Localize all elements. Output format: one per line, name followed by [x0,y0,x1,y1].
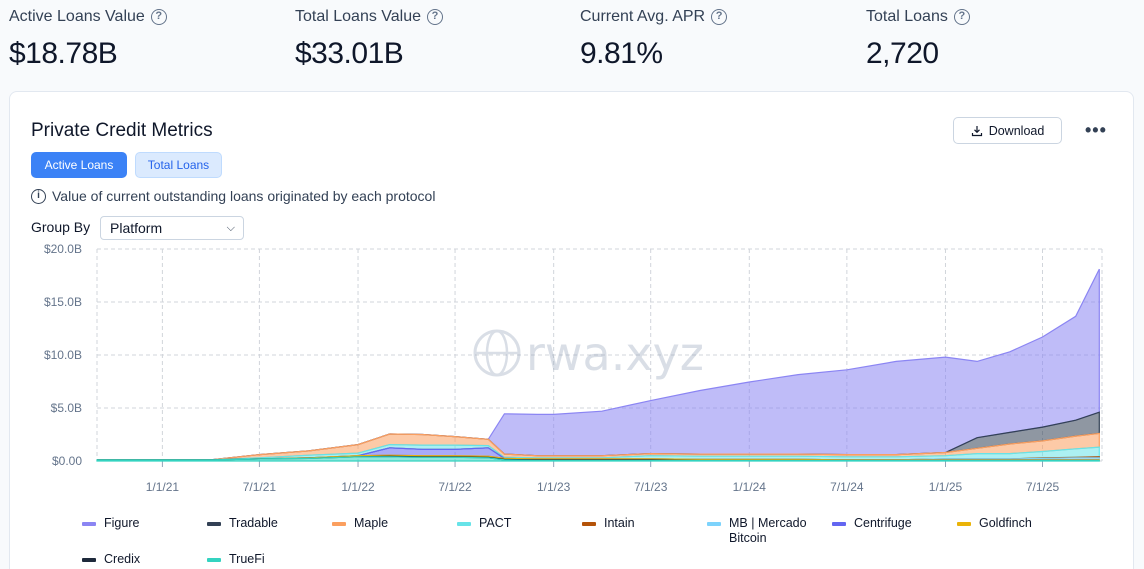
stats-bar: Active Loans Value? $18.78B Total Loans … [0,0,1144,90]
y-tick-label: $5.0B [51,401,82,415]
info-circle-icon: i [31,188,46,204]
x-tick-label: 7/1/21 [243,480,277,494]
x-tick-label: 1/1/22 [341,480,375,494]
x-tick-label: 7/1/23 [634,480,668,494]
chevron-down-icon: ⌵ [226,222,235,234]
watermark-text: rwa.xyz [526,327,704,381]
x-tick-label: 1/1/25 [929,480,963,494]
stat-label: Total Loans Value [295,8,422,25]
x-tick-label: 7/1/24 [830,480,864,494]
group-by-select[interactable]: Platform ⌵ [100,216,244,240]
x-tick-label: 1/1/24 [733,480,767,494]
download-button[interactable]: Download [953,117,1062,144]
y-tick-label: $0.00 [52,454,82,468]
stat-total-loans: Total Loans? 2,720 [866,8,970,71]
help-circle-icon[interactable]: ? [953,9,970,25]
y-tick-label: $15.0B [44,295,82,309]
globe-meridian [485,329,509,377]
more-options-button[interactable]: ••• [1085,120,1107,140]
tab-active-loans[interactable]: Active Loans [31,152,127,178]
group-by-value: Platform [110,220,163,236]
download-icon [971,125,982,136]
x-tick-label: 7/1/22 [438,480,472,494]
globe-icon [473,329,521,377]
y-tick-label: $10.0B [44,348,82,362]
download-label: Download [988,123,1045,138]
chart-description: i Value of current outstanding loans ori… [31,188,435,204]
help-circle-icon[interactable]: ? [711,9,728,25]
group-by-label: Group By [31,219,91,235]
stat-active-loans-value: Active Loans Value? $18.78B [9,8,167,71]
private-credit-card: Private Credit Metrics Download ••• Acti… [9,91,1134,569]
x-tick-label: 1/1/23 [537,480,571,494]
help-circle-icon[interactable]: ? [150,9,167,25]
info-text: Value of current outstanding loans origi… [52,188,436,204]
y-tick-label: $20.0B [44,242,82,256]
stat-current-avg-apr: Current Avg. APR? 9.81% [580,8,728,71]
stat-total-loans-value: Total Loans Value? $33.01B [295,8,444,71]
stat-value: 9.81% [580,37,663,70]
watermark-logo: rwa.xyz [473,327,704,381]
help-circle-icon[interactable]: ? [427,9,444,25]
tab-total-loans[interactable]: Total Loans [135,152,222,178]
stat-label: Active Loans Value [9,8,145,25]
x-tick-label: 1/1/21 [146,480,180,494]
stat-label: Current Avg. APR [580,8,706,25]
stat-value: $33.01B [295,37,404,70]
stat-label: Total Loans [866,8,948,25]
x-tick-label: 7/1/25 [1026,480,1060,494]
stat-value: 2,720 [866,37,939,70]
card-title: Private Credit Metrics [31,120,213,141]
stat-value: $18.78B [9,37,118,70]
series-area-truefi [96,456,1100,462]
